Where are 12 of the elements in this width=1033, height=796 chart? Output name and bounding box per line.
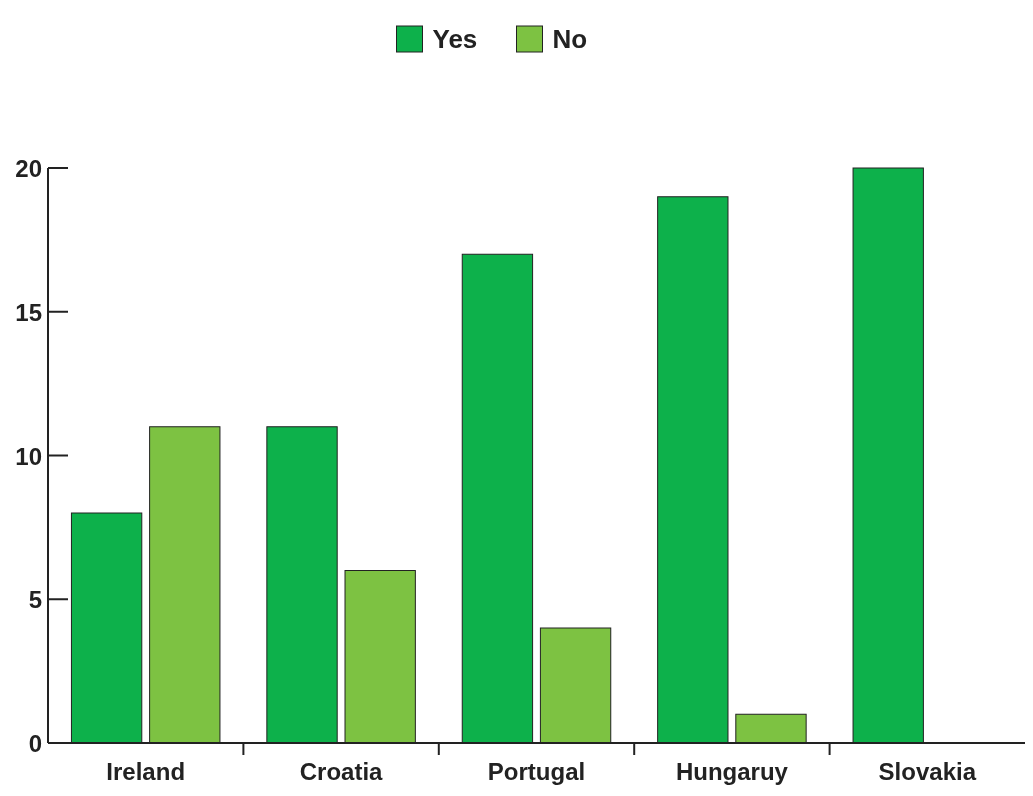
y-tick-label: 20 (15, 155, 42, 182)
x-tick-label: Hungaruy (675, 758, 789, 785)
legend-label: No (552, 24, 588, 54)
x-tick-label: Slovakia (878, 758, 977, 785)
y-tick-label: 10 (15, 442, 42, 470)
x-tick-label: Portugal (487, 758, 586, 785)
y-tick-label: 0 (28, 730, 42, 757)
y-tick-label: 5 (28, 586, 42, 614)
legend-label: Yes (432, 24, 478, 54)
x-tick-label: Ireland (106, 758, 186, 785)
y-tick-label: 15 (15, 298, 42, 326)
x-tick-label: Croatia (299, 758, 384, 785)
